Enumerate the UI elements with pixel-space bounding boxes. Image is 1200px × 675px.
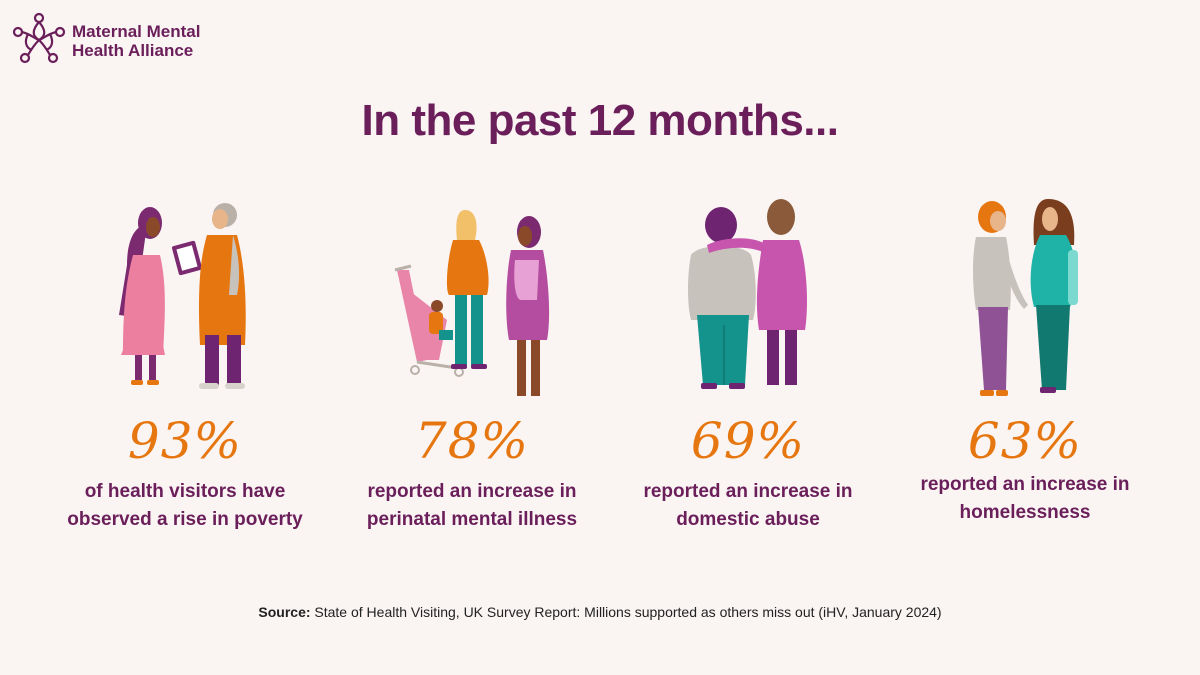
pregnant-woman-and-friend-illustration <box>973 199 1078 396</box>
stat-description-line1: reported an increase in <box>367 481 577 502</box>
stat-description-line1: reported an increase in <box>643 481 853 502</box>
stat-description-line2: homelessness <box>959 502 1091 523</box>
stat-description: reported an increase in perinatal mental… <box>342 478 602 534</box>
stat-perinatal-mental-illness: 78% reported an increase in perinatal me… <box>342 0 602 675</box>
brand-name-line1: Maternal Mental <box>72 22 201 41</box>
stat-description: reported an increase in homelessness <box>895 471 1155 527</box>
brand-name-line2: Health Alliance <box>72 41 194 60</box>
stat-description-line2: observed a rise in poverty <box>67 509 303 530</box>
stat-percent: 78% <box>414 412 530 470</box>
stat-percent: 69% <box>690 412 806 470</box>
stat-description: of health visitors have observed a rise … <box>55 478 315 534</box>
stat-description-line1: of health visitors have <box>84 481 286 502</box>
stat-poverty: 93% of health visitors have observed a r… <box>55 0 315 675</box>
stat-percent: 63% <box>967 412 1083 470</box>
stat-description-line1: reported an increase in <box>920 474 1130 495</box>
source-citation: Source: State of Health Visiting, UK Sur… <box>0 604 1200 620</box>
stat-description-line2: domestic abuse <box>676 509 820 530</box>
page-title: In the past 12 months... <box>361 96 839 145</box>
brand-logo: Maternal Mental Health Alliance <box>10 10 210 68</box>
stat-description-line2: perinatal mental illness <box>366 509 578 530</box>
health-visitor-and-mother-illustration <box>119 203 246 389</box>
women-embracing-illustration <box>688 199 807 389</box>
stat-domestic-abuse: 69% reported an increase in domestic abu… <box>618 0 878 675</box>
stat-description: reported an increase in domestic abuse <box>618 478 878 534</box>
mother-with-pushchair-illustration <box>394 210 550 396</box>
stat-percent: 93% <box>127 412 243 470</box>
source-label: Source: <box>258 604 311 620</box>
brand-name: Maternal Mental Health Alliance <box>72 22 200 60</box>
stat-homelessness: 63% reported an increase in homelessness <box>895 0 1155 675</box>
alliance-flower-icon <box>12 12 66 64</box>
source-text: State of Health Visiting, UK Survey Repo… <box>314 604 942 620</box>
